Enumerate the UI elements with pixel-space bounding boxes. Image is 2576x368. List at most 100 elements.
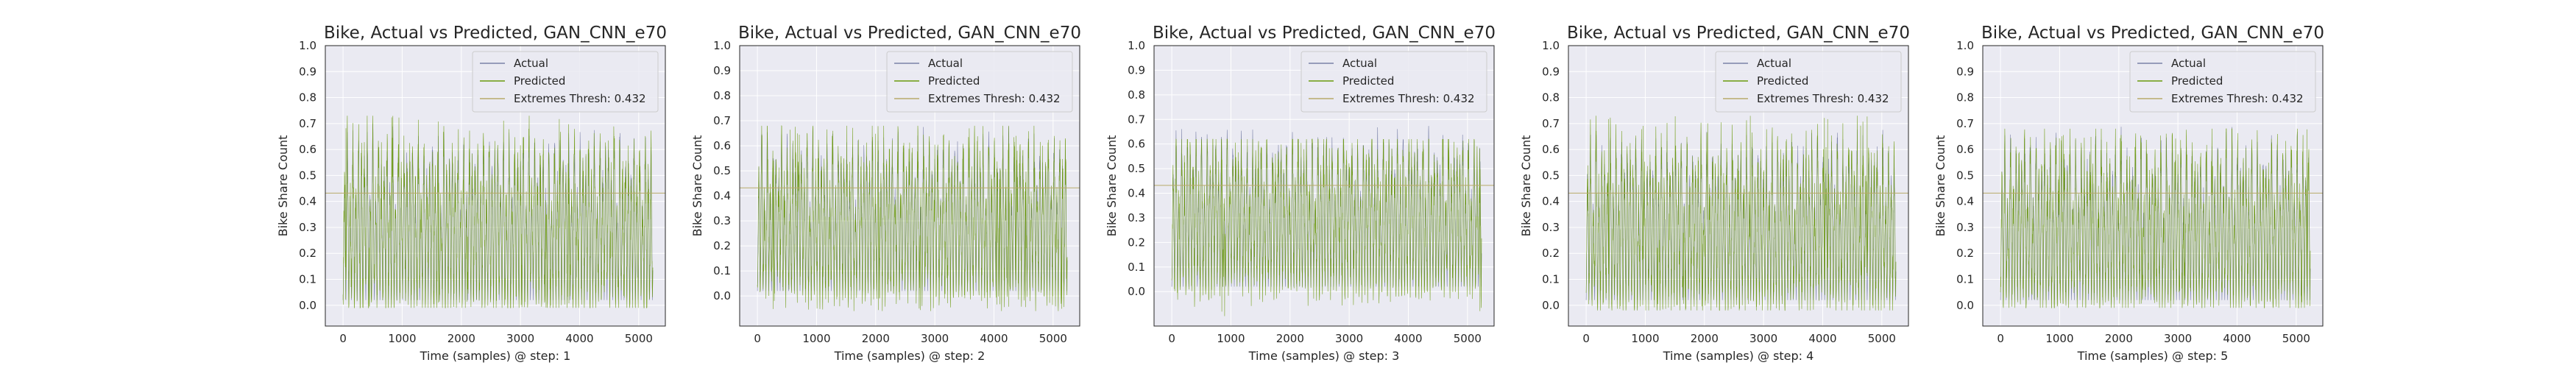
legend-label-thresh: Extremes Thresh: 0.432 (928, 92, 1061, 105)
y-tick-label: 0.8 (1128, 88, 1145, 102)
y-tick-label: 0.7 (1542, 117, 1560, 130)
y-axis-label: Bike Share Count (1519, 135, 1533, 237)
chart-panel-1: 0.0 0.1 0.2 0.3 0.4 0.5 0.6 0.7 0.8 0.9 1.0 0 1000 20… (276, 24, 667, 363)
y-tick-label: 0.4 (1542, 195, 1560, 208)
y-tick-label: 0.5 (1956, 169, 1974, 182)
legend: Actual Predicted Extremes Thresh: 0.432 (1715, 51, 1902, 113)
y-tick-label: 0.9 (1956, 65, 1974, 78)
y-tick-label: 0.2 (1542, 247, 1560, 260)
y-tick-label: 0.6 (1128, 138, 1145, 151)
legend-label-actual: Actual (1342, 57, 1377, 70)
y-tick-label: 0.9 (713, 64, 731, 77)
y-axis-label: Bike Share Count (690, 135, 704, 237)
legend-label-thresh: Extremes Thresh: 0.432 (514, 92, 646, 105)
y-tick-label: 0.7 (1956, 117, 1974, 130)
x-axis-label: Time (samples) @ step: 1 (420, 349, 571, 363)
legend: Actual Predicted Extremes Thresh: 0.432 (1301, 51, 1487, 113)
y-tick-label: 0.0 (1542, 299, 1560, 312)
legend-label-thresh: Extremes Thresh: 0.432 (2171, 92, 2304, 105)
y-tick-label: 0.4 (299, 195, 316, 208)
series-predicted-line (2000, 128, 2311, 309)
y-tick-label: 0.2 (713, 239, 731, 252)
legend-box (1301, 51, 1487, 113)
x-tick-label: 5000 (1868, 332, 1896, 345)
x-tick-label: 2000 (1276, 332, 1304, 345)
x-tick-label: 1000 (388, 332, 416, 345)
y-tick-label: 0.9 (1542, 65, 1560, 78)
plot-frame (1153, 45, 1495, 327)
legend-box (472, 51, 659, 113)
chart-panel-2: 0.0 0.1 0.2 0.3 0.4 0.5 0.6 0.7 0.8 0.9 1.0 0 1000 20… (690, 24, 1081, 363)
x-tick-label: 4000 (565, 332, 593, 345)
y-tick-label: 0.0 (713, 289, 731, 302)
y-tick-label: 0.7 (713, 114, 731, 127)
chart-panel-5: 0.0 0.1 0.2 0.3 0.4 0.5 0.6 0.7 0.8 0.9 1.0 0 1000 20… (1933, 24, 2324, 363)
y-tick-label: 0.2 (299, 247, 316, 260)
legend-label-predicted: Predicted (928, 74, 980, 88)
y-tick-label: 0.1 (299, 273, 316, 286)
x-tick-label: 4000 (1808, 332, 1836, 345)
x-tick-label: 0 (1582, 332, 1590, 345)
chart-title: Bike, Actual vs Predicted, GAN_CNN_e70 (1153, 24, 1496, 43)
x-tick-label: 0 (1168, 332, 1175, 345)
y-tick-label: 0.8 (1956, 91, 1974, 105)
legend-label-actual: Actual (2171, 57, 2206, 70)
x-tick-label: 1000 (1217, 332, 1245, 345)
legend-label-predicted: Predicted (1342, 74, 1394, 88)
legend: Actual Predicted Extremes Thresh: 0.432 (886, 51, 1073, 113)
chart-title: Bike, Actual vs Predicted, GAN_CNN_e70 (738, 24, 1081, 43)
series-predicted-line (342, 116, 654, 309)
legend: Actual Predicted Extremes Thresh: 0.432 (472, 51, 659, 113)
y-tick-label: 0.2 (1956, 247, 1974, 260)
legend-label-actual: Actual (514, 57, 548, 70)
legend-label-predicted: Predicted (1757, 74, 1808, 88)
x-tick-label: 4000 (2223, 332, 2251, 345)
x-tick-label: 5000 (1454, 332, 1482, 345)
legend-box (886, 51, 1073, 113)
y-tick-label: 0.5 (713, 164, 731, 177)
y-tick-label: 0.0 (1128, 285, 1145, 298)
legend-label-predicted: Predicted (514, 74, 565, 88)
x-tick-label: 5000 (625, 332, 653, 345)
x-tick-label: 0 (339, 332, 347, 345)
y-tick-label: 1.0 (1128, 39, 1145, 52)
series-predicted-line (1171, 138, 1482, 316)
y-tick-label: 0.8 (1542, 91, 1560, 105)
y-tick-label: 0.4 (713, 189, 731, 202)
y-axis-label: Bike Share Count (1933, 135, 1947, 237)
y-tick-label: 0.5 (1542, 169, 1560, 182)
x-tick-label: 3000 (1749, 332, 1777, 345)
y-tick-label: 0.6 (713, 139, 731, 152)
chart-title: Bike, Actual vs Predicted, GAN_CNN_e70 (1567, 24, 1910, 43)
y-tick-label: 1.0 (713, 39, 731, 52)
x-axis-label: Time (samples) @ step: 4 (1663, 349, 1814, 363)
y-tick-label: 1.0 (1542, 39, 1560, 52)
x-tick-label: 3000 (1335, 332, 1363, 345)
x-axis-label: Time (samples) @ step: 2 (834, 349, 986, 363)
x-tick-label: 2000 (2105, 332, 2133, 345)
y-tick-label: 0.1 (1956, 273, 1974, 286)
series-predicted-line (757, 125, 1068, 311)
y-tick-label: 0.6 (299, 143, 316, 156)
y-tick-label: 0.1 (1128, 261, 1145, 274)
y-tick-label: 0.1 (713, 264, 731, 277)
legend-label-predicted: Predicted (2171, 74, 2223, 88)
legend-label-actual: Actual (928, 57, 963, 70)
y-tick-label: 0.3 (713, 214, 731, 227)
x-tick-label: 0 (754, 332, 761, 345)
x-tick-label: 3000 (2164, 332, 2192, 345)
x-tick-label: 3000 (506, 332, 534, 345)
y-tick-label: 0.5 (299, 169, 316, 182)
y-tick-label: 0.0 (1956, 299, 1974, 312)
series-predicted-line (1585, 116, 1897, 311)
x-tick-label: 5000 (2282, 332, 2310, 345)
y-tick-label: 0.2 (1128, 236, 1145, 249)
plot-frame (1982, 45, 2324, 327)
legend-label-actual: Actual (1757, 57, 1791, 70)
chart-panel-3: 0.0 0.1 0.2 0.3 0.4 0.5 0.6 0.7 0.8 0.9 1.0 0 1000 20… (1105, 24, 1496, 363)
x-tick-label: 2000 (447, 332, 475, 345)
x-tick-label: 1000 (2045, 332, 2073, 345)
y-tick-label: 0.3 (1956, 221, 1974, 234)
y-tick-label: 0.8 (299, 91, 316, 105)
plot-frame (325, 45, 666, 327)
